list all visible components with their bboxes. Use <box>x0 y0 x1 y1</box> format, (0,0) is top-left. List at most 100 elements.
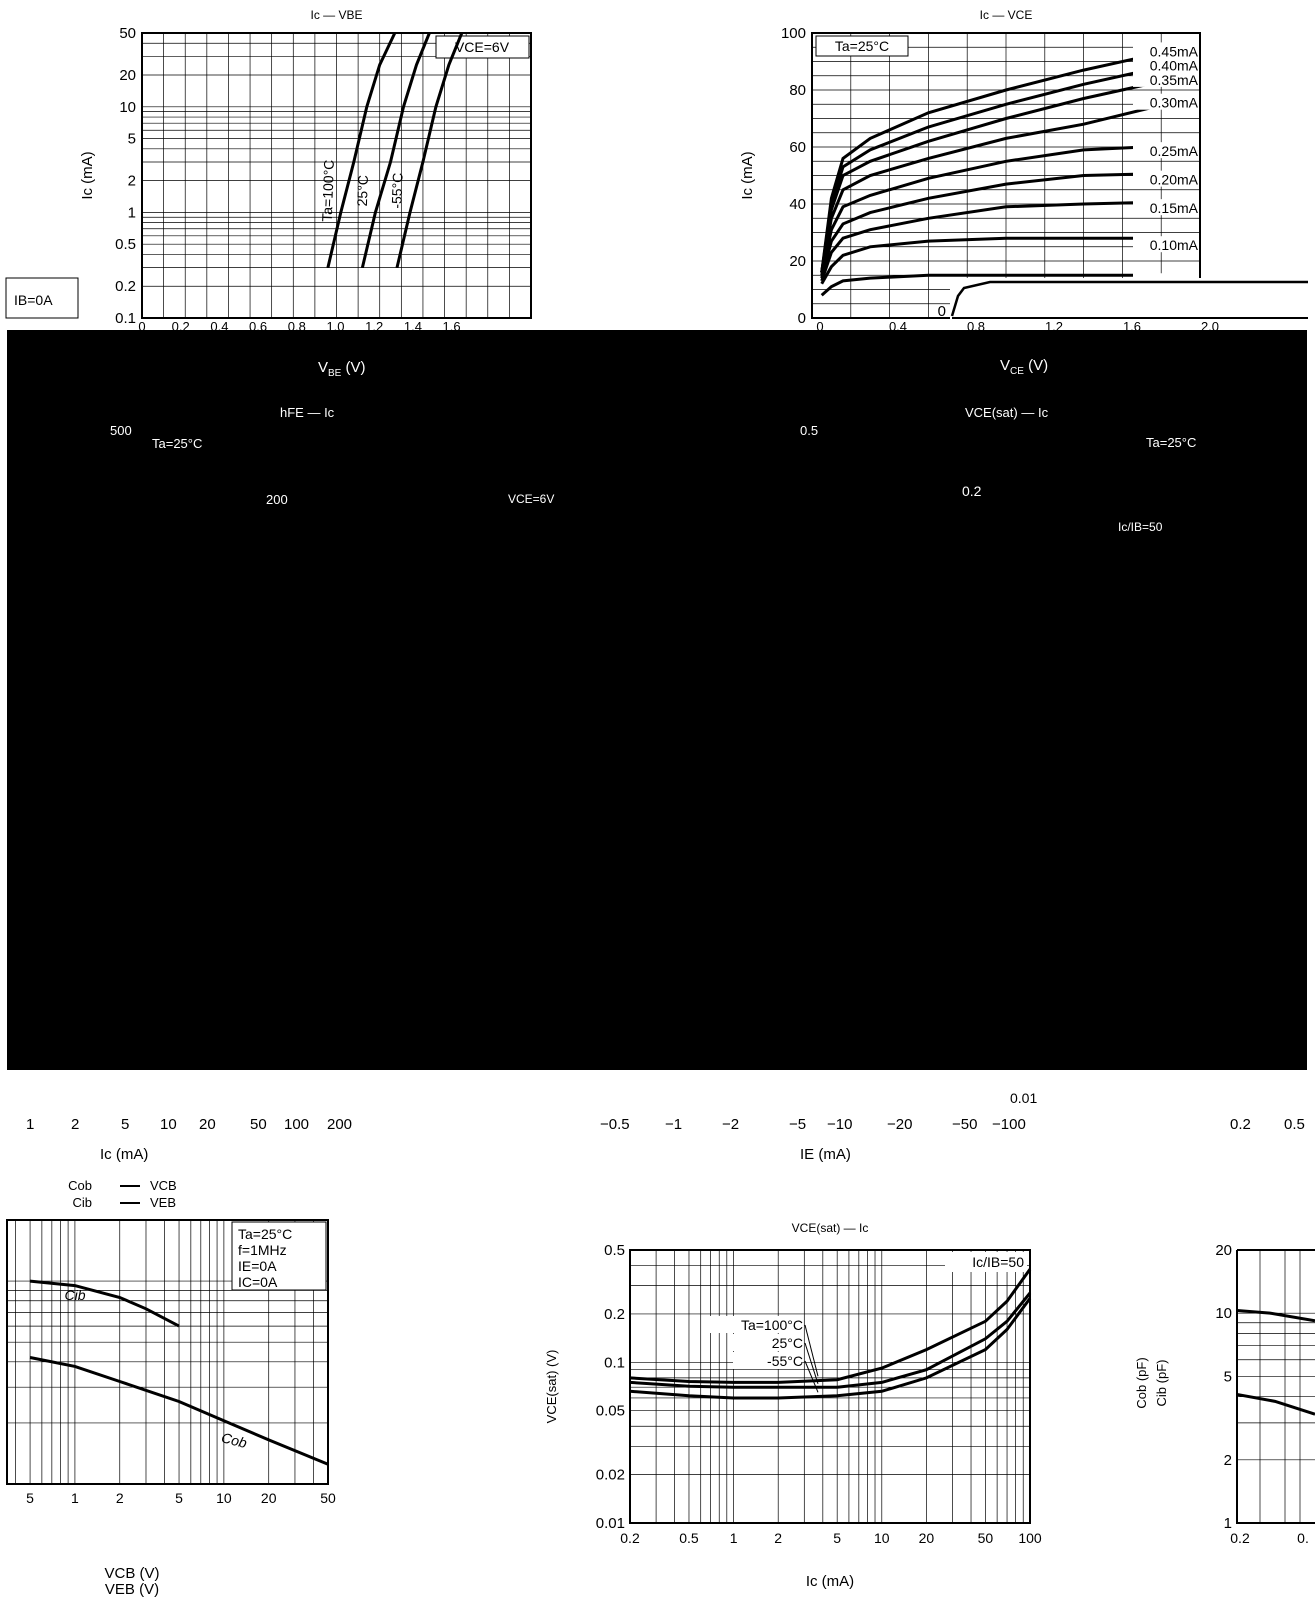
series-label: 0.35mA <box>1150 72 1199 88</box>
series-line <box>1236 1392 1315 1416</box>
x-tick-label: 2 <box>116 1490 124 1506</box>
annotation-line: Ta=25°C <box>238 1226 292 1242</box>
series-label-bg <box>733 1352 801 1369</box>
y-tick-label: 0.2 <box>604 1306 625 1323</box>
vcesat-strip-title: VCE(sat) — Ic <box>965 405 1049 420</box>
ic-tick-label: 1 <box>26 1116 35 1133</box>
series-label: 25°C <box>354 175 371 207</box>
y-tick-label: 0.5 <box>604 1242 625 1259</box>
y-tick-label: 0.1 <box>604 1354 625 1371</box>
title-cib: Cib <box>72 1195 92 1210</box>
right-tick-label: 0.5 <box>1284 1116 1305 1133</box>
title-vcb: VCB <box>150 1178 177 1193</box>
x-axis-label: Ic (mA) <box>806 1573 854 1590</box>
series-label-bg <box>1133 199 1199 216</box>
y-tick-label: 80 <box>789 82 806 99</box>
right-tick-001: 0.01 <box>1010 1090 1038 1106</box>
series-label: 25°C <box>772 1335 803 1351</box>
y-tick-label: 100 <box>781 25 806 42</box>
y-tick-label: 0.01 <box>596 1515 625 1532</box>
y-tick-label: 0 <box>798 310 806 327</box>
y-axis-label-cib: Cib (pF) <box>1154 1360 1169 1407</box>
y-tick-label: 60 <box>789 139 806 156</box>
vce-axis-label: VCE (V) <box>1000 357 1049 377</box>
hfe-annotation: VCE=6V <box>508 492 555 506</box>
chart-title: VCE(sat) — Ic <box>792 1221 869 1235</box>
ib-box <box>5 277 79 319</box>
plot-frame <box>141 32 532 319</box>
ic-tick-label: 10 <box>160 1116 177 1133</box>
hfe-title: hFE — Ic <box>280 405 335 420</box>
x-tick-label: 0.2 <box>620 1530 640 1546</box>
y-axis-label: Ic (mA) <box>79 151 96 199</box>
ic-tick-label: 100 <box>284 1116 310 1133</box>
chart-title: Ic — VCE <box>980 8 1033 22</box>
y-tick-label: 0 <box>938 303 946 320</box>
ie-tick-label: −0.5 <box>600 1116 630 1133</box>
series-line <box>820 42 1201 273</box>
series-line <box>629 1268 1032 1384</box>
x-tick-label: 20 <box>919 1530 935 1546</box>
series-line <box>820 236 1200 285</box>
x-tick-label: 10 <box>216 1490 232 1506</box>
series-line <box>820 142 1201 276</box>
mid-axis-strip <box>7 1070 1307 1116</box>
ib-label: IB=0A <box>14 292 53 308</box>
y-tick-label: 2 <box>128 173 136 190</box>
chart-title: Ic — VBE <box>310 8 362 22</box>
x-tick-label: 20 <box>261 1490 277 1506</box>
plot-frame <box>6 1219 329 1485</box>
series-line <box>820 199 1201 282</box>
x-tick-label: 0 <box>138 319 145 334</box>
series-label: 0.20mA <box>1150 172 1199 188</box>
y-tick-label: 2 <box>1224 1452 1232 1469</box>
series-label: 0.30mA <box>1150 95 1199 111</box>
y-tick-label: 20 <box>119 67 136 84</box>
ic-tick-label: 50 <box>250 1116 267 1133</box>
annotation-ratio: Ic/IB=50 <box>972 1254 1024 1270</box>
leader-line <box>804 1324 819 1377</box>
vcesat-ratio: Ic/IB=50 <box>1118 520 1163 534</box>
series-label-cob: Cob <box>220 1429 249 1451</box>
series-label: 0.40mA <box>1150 58 1199 74</box>
series-line <box>820 171 1201 279</box>
x-tick-label: 5 <box>833 1530 841 1546</box>
y-tick-label: 10 <box>119 99 136 116</box>
series-line <box>29 1356 329 1466</box>
series-label-bg <box>1133 170 1199 187</box>
y-axis-label-cob: Cob (pF) <box>1134 1357 1149 1408</box>
series-line <box>629 1292 1032 1389</box>
y-tick-label: 40 <box>789 196 806 213</box>
ic-tick-label: 200 <box>327 1116 353 1133</box>
x-tick-label: 50 <box>978 1530 994 1546</box>
annotation-box <box>231 1221 327 1291</box>
x-tick-label: 50 <box>320 1490 336 1506</box>
sub-panel-mask <box>950 278 1310 320</box>
ie-tick-label: −10 <box>827 1116 853 1133</box>
right-tick-label: 0.2 <box>1230 1116 1251 1133</box>
series-label-bg <box>1133 93 1199 110</box>
y-axis-label: VCE(sat) (V) <box>544 1350 559 1424</box>
x-tick-label: 0. <box>1297 1530 1309 1546</box>
y-axis-label: Ic (mA) <box>739 151 756 199</box>
series-line <box>629 1297 1032 1400</box>
ic-tick-label: 5 <box>121 1116 130 1133</box>
vcesat-strip-ta: Ta=25°C <box>1146 435 1197 450</box>
ie-tick-label: −100 <box>992 1116 1026 1133</box>
ie-tick-label: −1 <box>665 1116 683 1133</box>
series-label-bg <box>705 1316 801 1333</box>
y-tick-label: 0.2 <box>115 278 136 295</box>
series-line <box>1236 1308 1315 1323</box>
y-tick-label: 50 <box>119 25 136 42</box>
x-tick-label: 0.2 <box>1230 1530 1250 1546</box>
ie-tick-label: −50 <box>952 1116 978 1133</box>
title-veb: VEB <box>150 1195 176 1210</box>
series-line <box>326 32 397 268</box>
x-tick-label: 0.5 <box>679 1530 699 1546</box>
x-tick-label: 1 <box>730 1530 738 1546</box>
series-line <box>820 273 1200 297</box>
annotation-line: IC=0A <box>238 1274 278 1290</box>
